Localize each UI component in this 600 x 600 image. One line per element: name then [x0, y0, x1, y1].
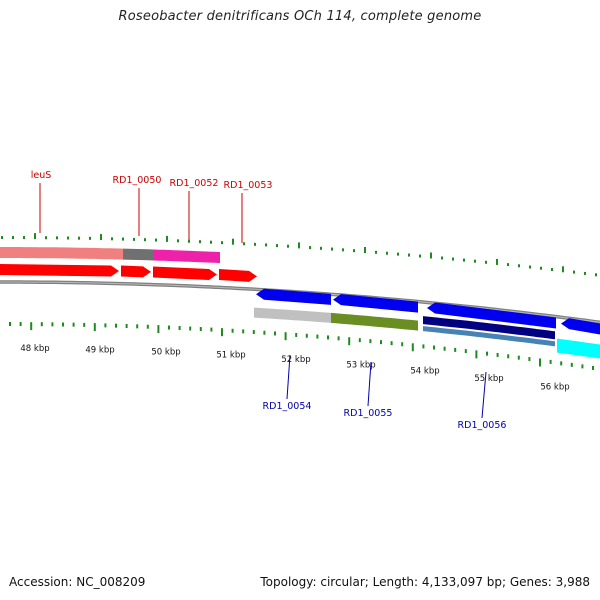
- gene-RD1_0052: [153, 266, 217, 280]
- gene-label: RD1_0053: [224, 180, 273, 191]
- leader-line: [367, 361, 372, 407]
- outer-segment-2: [123, 248, 154, 261]
- inner-segment-3: [423, 316, 555, 340]
- inner-segment-2: [331, 312, 418, 331]
- scale-label: 52 kbp: [281, 355, 310, 365]
- reverse-gene-track: [256, 288, 600, 335]
- leader-line: [286, 354, 291, 400]
- outer-feature-track: [0, 247, 220, 264]
- gene-label: leuS: [31, 170, 52, 181]
- gene-label: RD1_0050: [113, 175, 162, 186]
- gene-RD1_0050: [121, 265, 151, 278]
- inner-segment-1: [254, 307, 331, 323]
- scale-label: 56 kbp: [540, 383, 569, 393]
- reverse-arrow: [561, 318, 600, 335]
- outer-segment-3: [154, 249, 220, 264]
- leader-line: [481, 371, 487, 419]
- gene-label: RD1_0055: [344, 408, 393, 419]
- reverse-arrow: [427, 302, 556, 329]
- gene-label: RD1_0052: [170, 178, 219, 189]
- inner-feature-track: [254, 307, 600, 359]
- map-title: Roseobacter denitrificans OCh 114, compl…: [118, 9, 482, 24]
- gene-label: RD1_0056: [458, 420, 507, 431]
- outer-segment-1: [0, 247, 123, 260]
- scale-label: 50 kbp: [151, 347, 180, 357]
- scale-label: 48 kbp: [20, 344, 49, 354]
- gene-RD1_0053: [219, 269, 257, 282]
- scale-label: 49 kbp: [85, 345, 114, 355]
- scale-labels: 48 kbp 49 kbp 50 kbp 51 kbp 52 kbp 53 kbp 54 k…: [20, 344, 569, 392]
- genome-summary-text: Topology: circular; Length: 4,133,097 bp…: [260, 575, 590, 589]
- scale-label: 51 kbp: [216, 351, 245, 361]
- inner-scale-ticks: [9, 322, 594, 370]
- inner-segment-5: [557, 338, 600, 359]
- scale-label: 55 kbp: [474, 374, 503, 384]
- gene-label: RD1_0054: [263, 401, 312, 412]
- outer-scale-ticks: [1, 233, 597, 277]
- accession-text: Accession: NC_008209: [9, 575, 146, 589]
- gene-leuS: [0, 264, 119, 277]
- forward-gene-track: [0, 264, 257, 282]
- reverse-arrow: [333, 294, 418, 313]
- scale-label: 53 kbp: [346, 360, 375, 370]
- inner-segment-4: [423, 326, 555, 347]
- gene-labels: leuS RD1_0050 RD1_0052 RD1_0053 RD1_0054 RD1_…: [31, 170, 507, 431]
- scale-label: 54 kbp: [410, 367, 439, 377]
- reverse-arrow: [256, 288, 331, 305]
